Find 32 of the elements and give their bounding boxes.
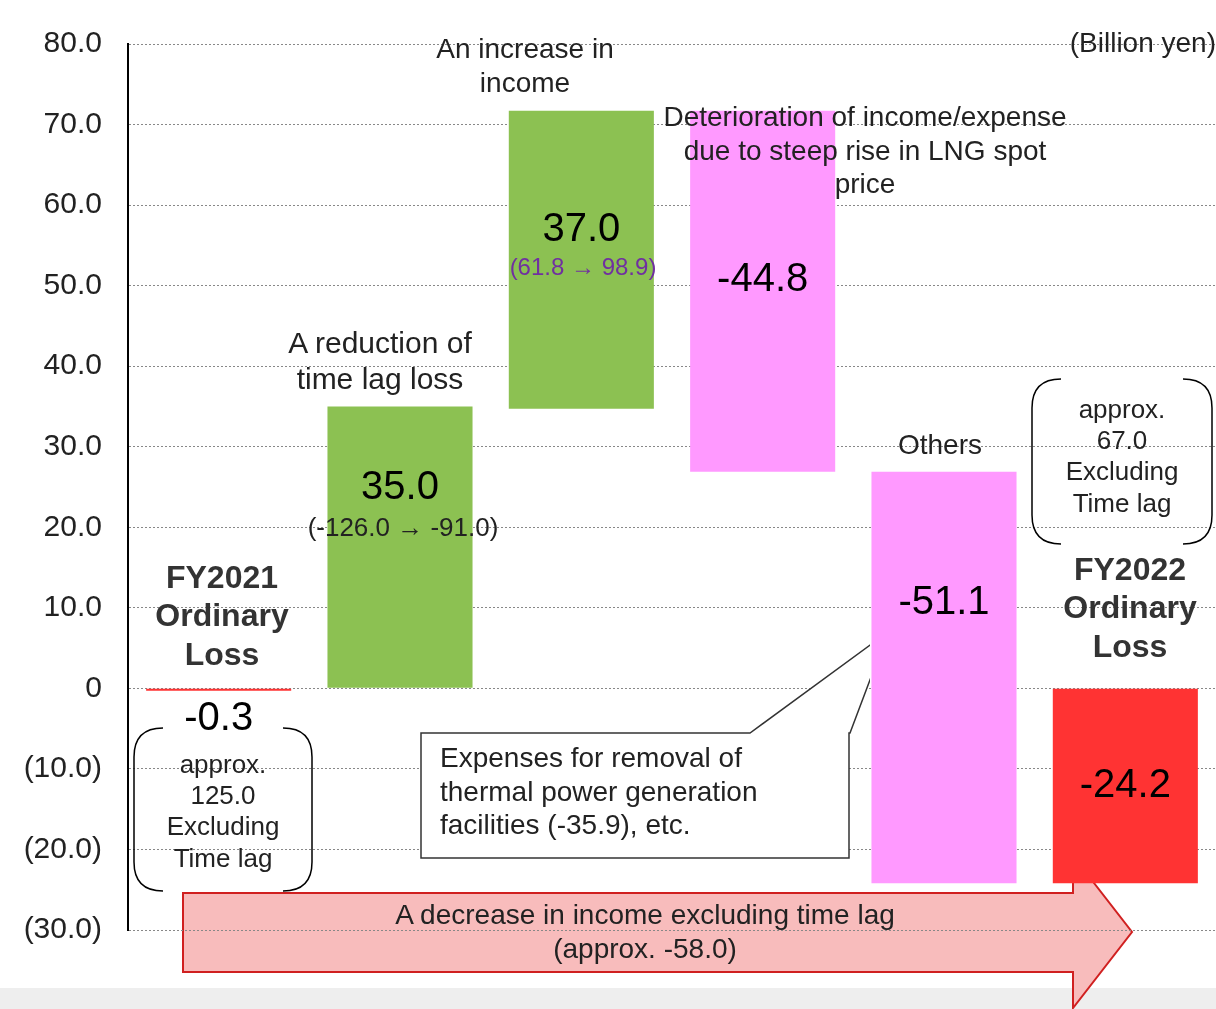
y-tick-label: 60.0 <box>43 186 102 220</box>
y-tick-label: 50.0 <box>43 266 102 300</box>
annotation: approx. 67.0 Excluding Time lag <box>1064 394 1180 519</box>
y-tick-label: 80.0 <box>43 25 102 59</box>
annotation: FY2021 Ordinary Loss <box>154 558 290 674</box>
y-tick-label: 20.0 <box>43 508 102 542</box>
data-label: 35.0 <box>361 463 439 508</box>
bar <box>1052 688 1198 884</box>
y-tick-label: 40.0 <box>43 347 102 381</box>
annotation: Expenses for removal of thermal power generation facilities (-35.9), etc. <box>439 741 759 843</box>
annotation: A decrease in income excluding time lag (approx. -58.0) <box>394 898 896 966</box>
y-tick-label: 30.0 <box>43 427 102 461</box>
annotation: A reduction of time lag loss <box>287 325 473 397</box>
y-tick-label: (20.0) <box>23 830 102 864</box>
data-label: -44.8 <box>717 255 809 300</box>
annotation: FY2022 Ordinary Loss <box>1062 550 1198 666</box>
y-tick-label: 10.0 <box>43 589 102 623</box>
data-label: -24.2 <box>1079 761 1171 806</box>
data-label: 37.0 <box>542 205 621 250</box>
annotation: Deterioration of income/expense due to steep rise in LNG spot price <box>662 100 1068 201</box>
bar <box>508 110 654 409</box>
annotation: (Billion yen) <box>1068 26 1216 60</box>
data-label: -51.1 <box>898 578 990 623</box>
bar <box>871 471 1017 884</box>
annotation: Others <box>897 428 983 462</box>
y-tick-label: 70.0 <box>43 105 102 139</box>
annotation: An increase in income <box>435 32 615 100</box>
data-label: -0.3 <box>184 693 254 738</box>
annotation: approx. 125.0 Excluding Time lag <box>165 749 281 874</box>
y-tick-label: 0 <box>85 669 102 703</box>
y-tick-label: (10.0) <box>23 750 102 784</box>
y-tick-label: (30.0) <box>23 911 102 945</box>
